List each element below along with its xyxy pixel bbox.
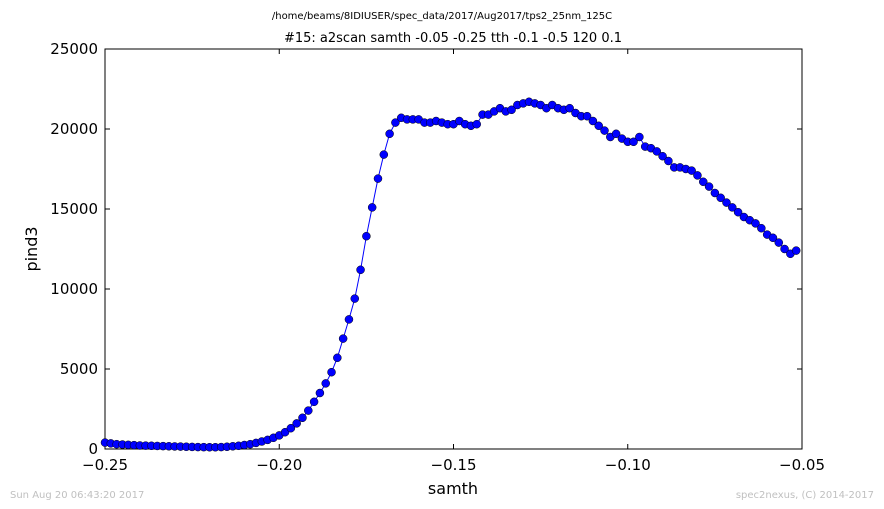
y-tick-labels: 0 5000 10000 15000 20000 25000 [50, 40, 98, 458]
data-point [664, 156, 673, 166]
y-tick-label: 10000 [50, 280, 98, 298]
data-point [391, 118, 400, 127]
data-point [611, 129, 621, 139]
data-point [652, 147, 662, 156]
data-point [757, 223, 766, 233]
data-point [635, 132, 644, 142]
x-tick-label: −0.05 [779, 456, 825, 474]
chart-title: #15: a2scan samth -0.05 -0.25 tth -0.1 -… [284, 31, 622, 46]
data-point [280, 427, 290, 437]
data-point [588, 116, 598, 126]
data-point [565, 103, 574, 113]
data-point [315, 388, 325, 398]
data-point [385, 129, 394, 139]
data-point [362, 231, 371, 241]
x-tick-label: −0.10 [605, 456, 651, 474]
y-tick-label: 25000 [50, 40, 98, 58]
x-tick-label: −0.20 [256, 456, 302, 474]
data-point [338, 334, 348, 343]
data-point [582, 111, 592, 121]
y-tick-label: 0 [88, 440, 98, 458]
data-point [350, 294, 360, 303]
data-point [333, 353, 342, 363]
data-point [768, 233, 778, 243]
data-point [356, 265, 365, 275]
x-tick-label: −0.25 [82, 456, 128, 474]
plot-area [104, 48, 803, 450]
data-point [704, 182, 714, 191]
data-point [507, 105, 516, 115]
data-point [722, 198, 731, 207]
data-point [327, 367, 336, 377]
data-point [699, 177, 708, 187]
data-point [367, 203, 377, 212]
axis-ticks [104, 48, 803, 450]
figure-suptitle: /home/beams/8IDIUSER/spec_data/2017/Aug2… [272, 11, 612, 22]
footer-timestamp: Sun Aug 20 06:43:20 2017 [10, 490, 144, 501]
data-point [321, 379, 330, 388]
y-tick-label: 5000 [60, 360, 98, 378]
data-point [728, 203, 737, 212]
data-point [298, 413, 307, 423]
data-point [600, 126, 609, 135]
data-point [594, 121, 603, 131]
data-point [780, 244, 789, 254]
data-point [751, 219, 760, 228]
data-point [309, 397, 319, 407]
x-tick-label: −0.15 [431, 456, 477, 474]
data-series [100, 97, 801, 452]
x-axis-label: samth [428, 479, 478, 498]
data-point [733, 207, 743, 217]
data-point [791, 246, 801, 255]
x-tick-labels: −0.25 −0.20 −0.15 −0.10 −0.05 [82, 456, 825, 474]
data-point [286, 423, 296, 433]
data-point [687, 166, 696, 175]
data-point [629, 137, 638, 147]
data-point [716, 193, 725, 203]
footer-credit: spec2nexus, (C) 2014-2017 [736, 490, 874, 501]
y-tick-label: 15000 [50, 200, 98, 218]
data-point [710, 188, 720, 198]
y-axis-label: pind3 [22, 226, 41, 271]
data-point [658, 151, 667, 161]
data-point [304, 406, 313, 415]
data-point [344, 315, 354, 324]
data-point [472, 119, 481, 129]
data-point [379, 150, 389, 159]
data-point [373, 174, 383, 183]
data-point [693, 171, 702, 180]
y-tick-label: 20000 [50, 120, 98, 138]
data-point [774, 238, 784, 247]
data-point [292, 419, 301, 428]
